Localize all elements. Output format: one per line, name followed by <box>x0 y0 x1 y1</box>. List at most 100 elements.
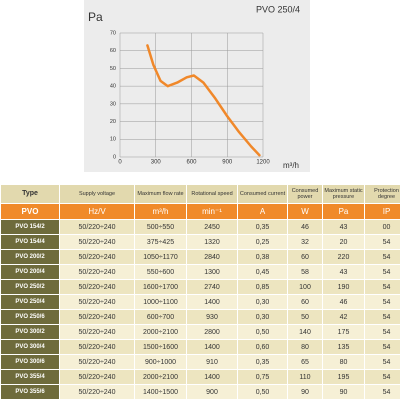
table-cell: 50/220÷240 <box>59 324 135 340</box>
table-cell: 175 <box>322 324 365 340</box>
table-cell: 2000÷2100 <box>134 369 187 385</box>
table-cell: 0,35 <box>237 219 288 235</box>
table-cell: PVO 200/2 <box>0 249 60 265</box>
table-cell: PVO 355/4 <box>0 369 60 385</box>
y-tick-label: 30 <box>110 101 116 107</box>
table-cell: 50/220÷240 <box>59 219 135 235</box>
table-row: PVO 300/2 50/220÷240 2000÷2100 2800 0,50 140 1… <box>0 324 400 340</box>
table-cell: PVO 355/6 <box>0 384 60 400</box>
table-cell: 43 <box>322 219 365 235</box>
table-row: PVO 250/4 50/220÷240 1000÷1100 1400 0,30 60 46… <box>0 294 400 310</box>
table-cell: 1400 <box>186 369 238 385</box>
table-cell: 195 <box>322 369 365 385</box>
table-cell: 0,60 <box>237 339 288 355</box>
table-cell: 0,75 <box>237 369 288 385</box>
table-cell: PVO 154/4 <box>0 234 60 250</box>
table-cell: 50/220÷240 <box>59 309 135 325</box>
table-cell: PVO 200/4 <box>0 264 60 280</box>
table-cell: 60 <box>287 294 323 310</box>
table-cell: 2450 <box>186 219 238 235</box>
y-tick-label: 10 <box>110 137 116 143</box>
table-cell: PVO 300/2 <box>0 324 60 340</box>
table-cell: 54 <box>364 339 400 355</box>
table-cell: 1600÷1700 <box>134 279 187 295</box>
table-cell: PVO 154/2 <box>0 219 60 235</box>
table-cell: 0,30 <box>237 294 288 310</box>
table-cell: 2840 <box>186 249 238 265</box>
table-cell: 50/220÷240 <box>59 384 135 400</box>
table-row: PVO 154/4 50/220÷240 375÷425 1320 0,25 32 20 54 <box>0 234 400 250</box>
table-cell: 50 <box>287 309 323 325</box>
table-cell: 50/220÷240 <box>59 369 135 385</box>
table-row: PVO 250/6 50/220÷240 600÷700 930 0,30 50 42 54 <box>0 309 400 325</box>
table-cell: 1400÷1500 <box>134 384 187 400</box>
table-cell: 54 <box>364 324 400 340</box>
table-cell: 50/220÷240 <box>59 279 135 295</box>
table-cell: 0,25 <box>237 234 288 250</box>
table-cell: 54 <box>364 309 400 325</box>
table-cell: 2740 <box>186 279 238 295</box>
spec-table: Type Supply voltage Maximum flow rate Rotat… <box>0 184 400 400</box>
table-cell: 54 <box>364 249 400 265</box>
x-tick-label: 300 <box>151 160 162 166</box>
y-tick-label: 20 <box>110 119 116 125</box>
table-cell: A <box>237 203 288 220</box>
table-cell: 0,45 <box>237 264 288 280</box>
table-cell: 900÷1000 <box>134 354 187 370</box>
table-row: PVO 355/6 50/220÷240 1400÷1500 900 0,50 90 90 5… <box>0 384 400 400</box>
table-cell: 54 <box>364 279 400 295</box>
table-cell: 65 <box>287 354 323 370</box>
table-cell: 0,50 <box>237 384 288 400</box>
units-row: PVO Hz/V m³/h min⁻¹ A W Pa IP <box>0 203 400 220</box>
table-row: PVO 300/4 50/220÷240 1500÷1600 1400 0,60 80 13… <box>0 339 400 355</box>
table-cell: 54 <box>364 234 400 250</box>
chart-title: PVO 250/4 <box>256 4 300 14</box>
table-cell: 500÷550 <box>134 219 187 235</box>
table-cell: 80 <box>322 354 365 370</box>
table-cell: 50/220÷240 <box>59 249 135 265</box>
table-cell: Hz/V <box>59 203 135 220</box>
table-cell: PVO 250/4 <box>0 294 60 310</box>
table-cell: 910 <box>186 354 238 370</box>
table-cell: Maximum flow rate <box>134 184 187 204</box>
table-cell: 0,35 <box>237 354 288 370</box>
table-cell: PVO <box>0 203 60 220</box>
table-cell: Rotational speed <box>186 184 238 204</box>
table-cell: 930 <box>186 309 238 325</box>
table-cell: 375÷425 <box>134 234 187 250</box>
table-cell: Protection degree <box>364 184 400 204</box>
table-cell: 54 <box>364 369 400 385</box>
table-cell: 1400 <box>186 339 238 355</box>
y-tick-label: 60 <box>110 48 116 54</box>
table-cell: 20 <box>322 234 365 250</box>
table-cell: IP <box>364 203 400 220</box>
table-cell: 50/220÷240 <box>59 264 135 280</box>
table-cell: 135 <box>322 339 365 355</box>
table-cell: 46 <box>322 294 365 310</box>
table-cell: 2800 <box>186 324 238 340</box>
table-cell: 50/220÷240 <box>59 294 135 310</box>
table-cell: 550÷600 <box>134 264 187 280</box>
table-cell: m³/h <box>134 203 187 220</box>
x-tick-label: 600 <box>186 160 197 166</box>
y-tick-label: 40 <box>110 84 116 90</box>
table-cell: 60 <box>287 249 323 265</box>
table-cell: 140 <box>287 324 323 340</box>
table-cell: 190 <box>322 279 365 295</box>
table-cell: 220 <box>322 249 365 265</box>
table-cell: 46 <box>287 219 323 235</box>
table-cell: W <box>287 203 323 220</box>
table-cell: 50/220÷240 <box>59 234 135 250</box>
table-cell: 1500÷1600 <box>134 339 187 355</box>
fan-curve <box>146 44 261 157</box>
table-cell: 900 <box>186 384 238 400</box>
table-row: PVO 300/6 50/220÷240 900÷1000 910 0,35 65 80 54 <box>0 354 400 370</box>
table-cell: 42 <box>322 309 365 325</box>
table-cell: Consumed current <box>237 184 288 204</box>
table-row: PVO 154/2 50/220÷240 500÷550 2450 0,35 46 43 00 <box>0 219 400 235</box>
table-cell: 58 <box>287 264 323 280</box>
table-cell: 0,38 <box>237 249 288 265</box>
header-row: Type Supply voltage Maximum flow rate Rotat… <box>0 184 400 204</box>
table-cell: 1050÷1170 <box>134 249 187 265</box>
